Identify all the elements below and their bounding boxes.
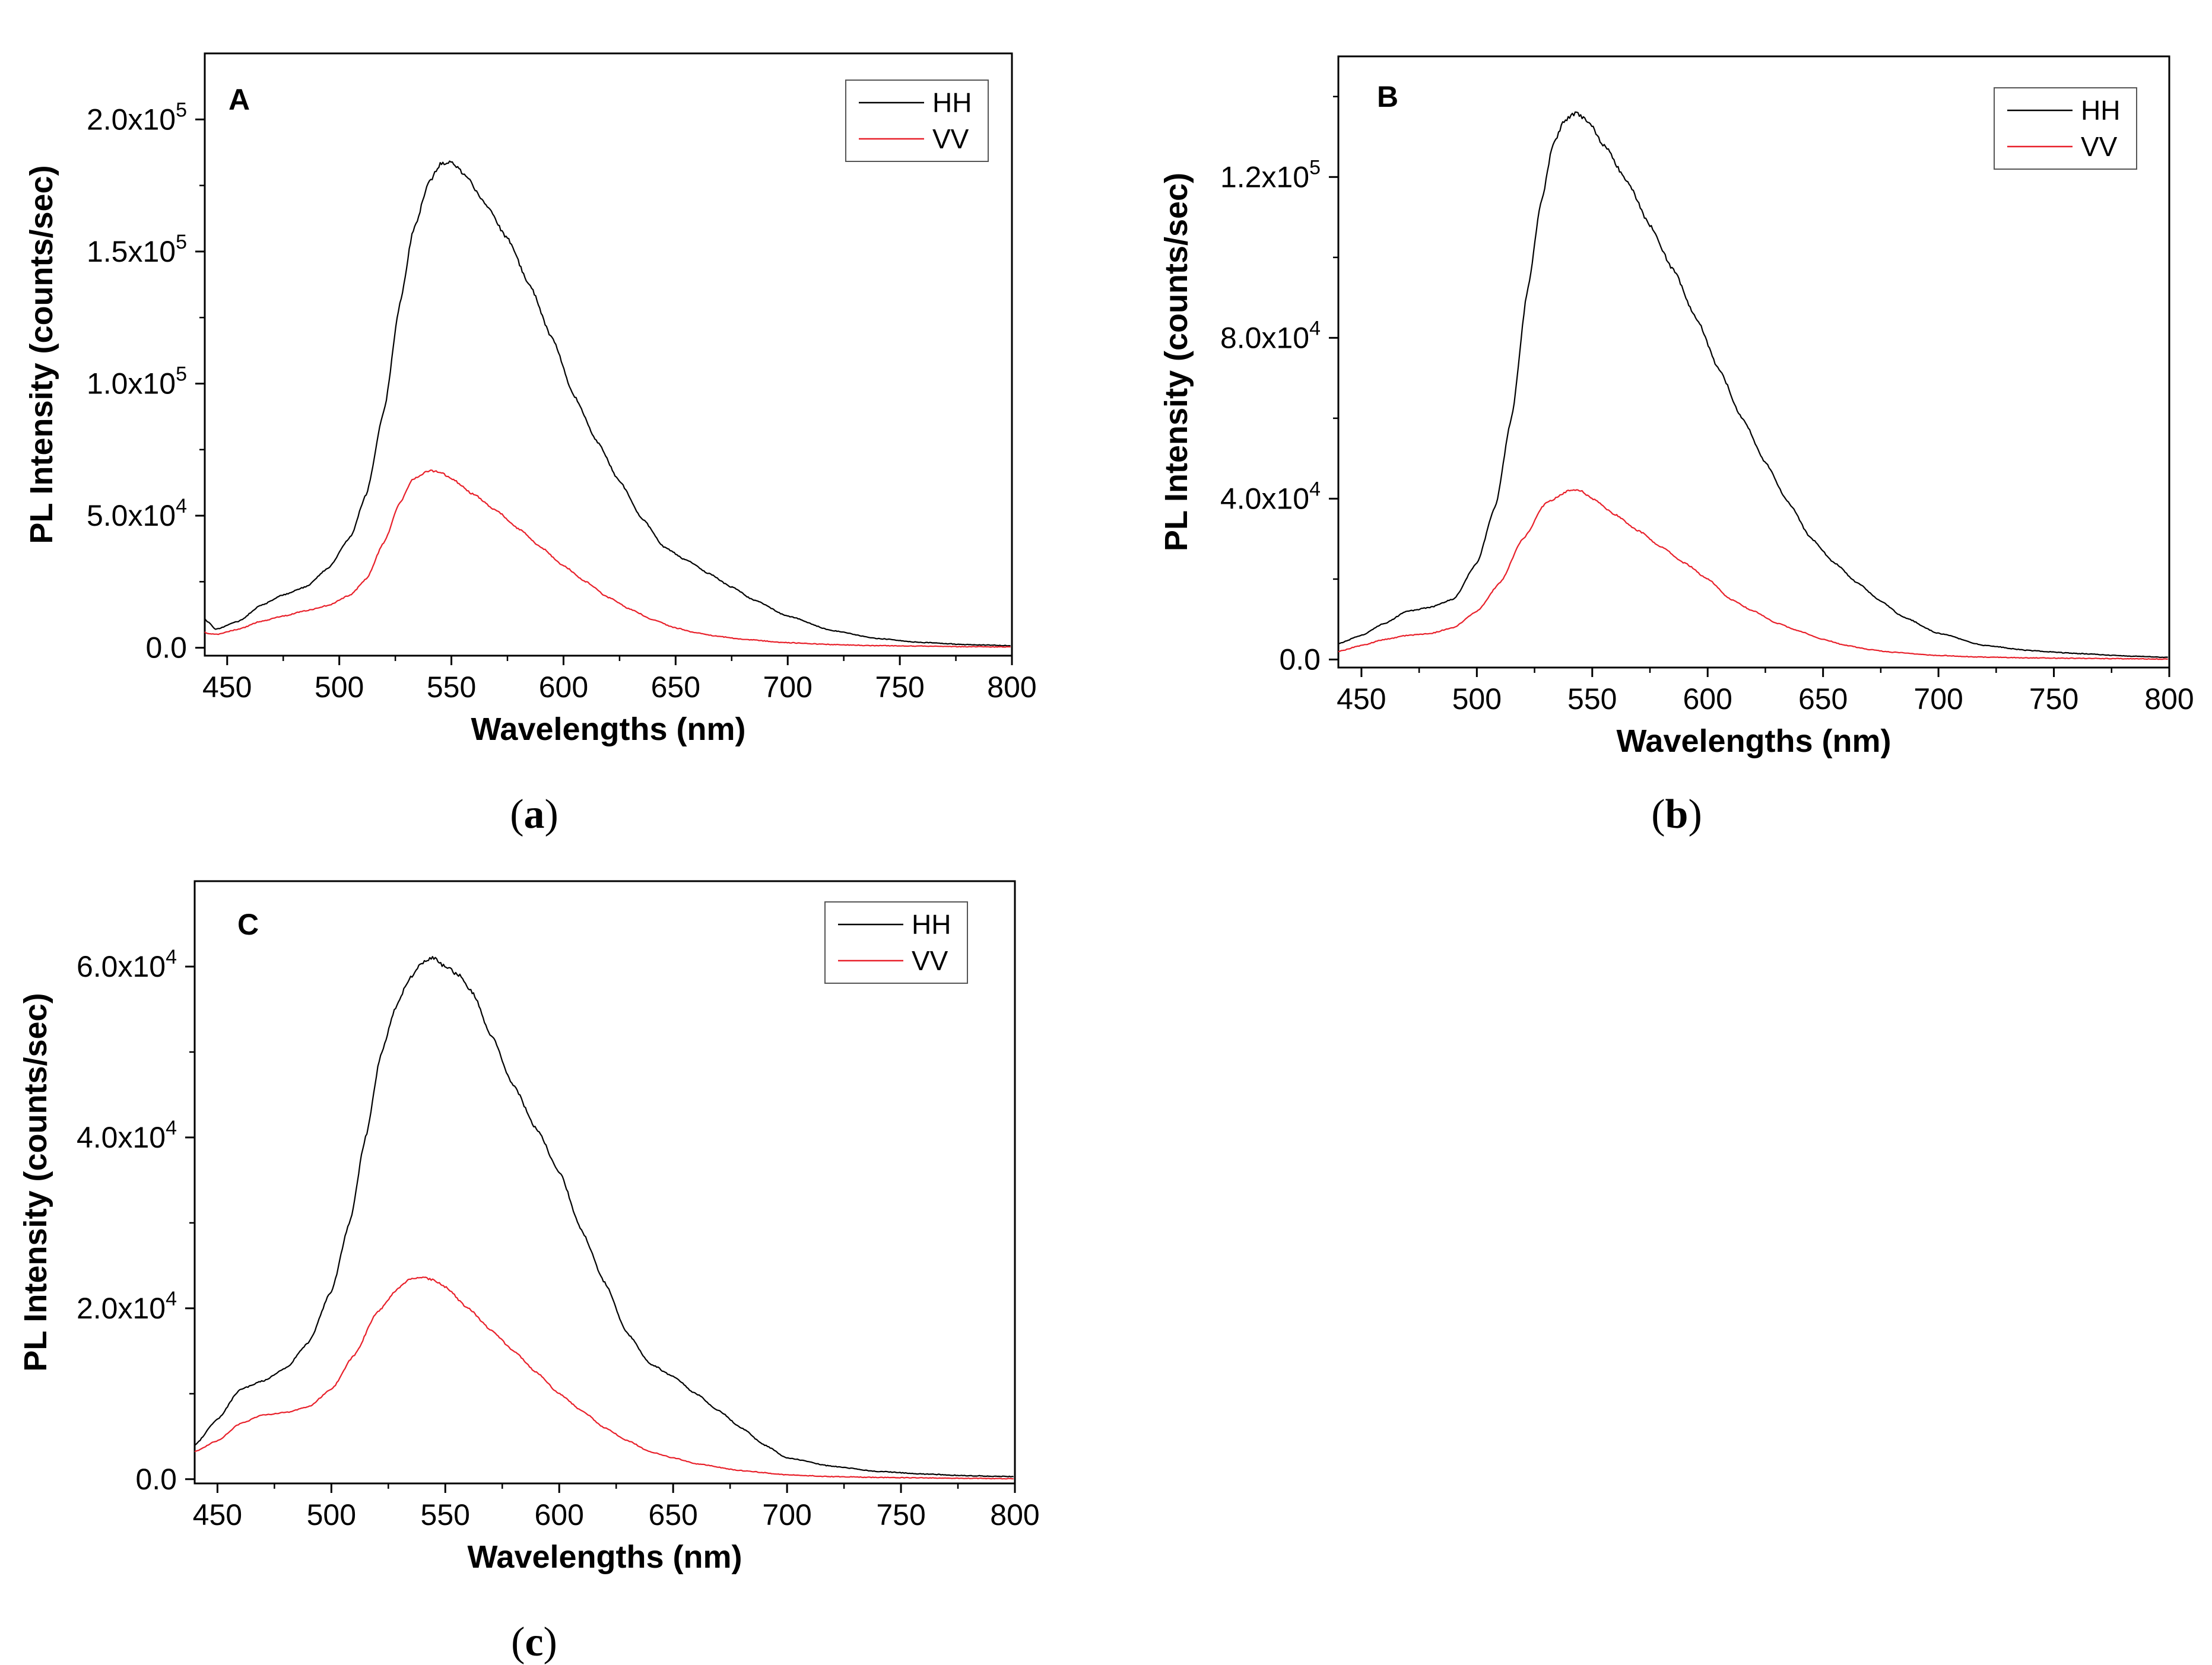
y-tick-label: 0.0 — [1279, 643, 1321, 676]
y-tick-label: 5.0x104 — [87, 495, 187, 532]
x-tick-label: 650 — [651, 671, 700, 704]
legend-label-hh: HH — [912, 909, 951, 940]
chart-panel-c: 450 500 550 600 650 700 750 800 0.0 2.0x104 4.0x10… — [18, 880, 1040, 1665]
y-tick-label: 2.0x105 — [87, 98, 187, 136]
x-tick-label: 450 — [202, 671, 252, 704]
series-line-vv — [1338, 489, 2168, 660]
legend: HH VV — [824, 901, 968, 984]
x-tick-label: 800 — [987, 671, 1036, 704]
x-tick-label: 750 — [875, 671, 924, 704]
panel-label: C — [237, 908, 259, 941]
x-axis-title: Wavelengths (nm) — [471, 711, 745, 747]
chart-panel-b: 450 500 550 600 650 700 750 800 0.0 4.0x104 8.0x10… — [1159, 55, 2194, 837]
legend: HH VV — [845, 80, 989, 162]
y-tick-label: 1.5x105 — [87, 231, 187, 268]
x-tick-label: 450 — [193, 1498, 242, 1531]
x-tick-label: 500 — [315, 671, 364, 704]
series-line-vv — [194, 1276, 1014, 1480]
x-tick-label: 450 — [1337, 682, 1386, 716]
y-tick-label: 1.0x105 — [87, 363, 187, 400]
panel-label: A — [229, 83, 250, 116]
y-tick-label: 4.0x104 — [1220, 478, 1321, 515]
x-tick-label: 600 — [539, 671, 588, 704]
legend-label-vv: VV — [912, 945, 948, 976]
x-tick-label: 700 — [1913, 682, 1963, 716]
y-tick-label: 1.2x105 — [1220, 156, 1321, 193]
y-axis-title: PL Intensity (counts/sec) — [24, 165, 59, 544]
x-tick-label: 800 — [2144, 682, 2194, 716]
x-tick-label: 650 — [648, 1498, 697, 1531]
legend-box — [1994, 87, 2137, 170]
series-line-vv — [204, 469, 1011, 648]
x-tick-label: 550 — [421, 1498, 470, 1531]
x-tick-label: 700 — [763, 671, 813, 704]
legend-label-vv: VV — [2081, 131, 2118, 162]
panel-label: B — [1377, 80, 1398, 113]
series-line-hh — [194, 956, 1014, 1477]
y-axis-title: PL Intensity (counts/sec) — [18, 993, 53, 1371]
x-tick-label: 600 — [1683, 682, 1732, 716]
legend-label-vv: VV — [932, 123, 969, 154]
y-tick-label: 4.0x104 — [77, 1117, 177, 1154]
x-tick-label: 700 — [762, 1498, 811, 1531]
y-tick-label: 8.0x104 — [1220, 317, 1321, 354]
legend-box — [845, 80, 989, 162]
x-tick-label: 550 — [427, 671, 476, 704]
chart-panel-a: 450 500 550 600 650 700 750 800 0.0 5.0x104 1.0x10… — [24, 52, 1037, 837]
y-tick-label: 0.0 — [135, 1463, 177, 1496]
panel-caption: (c) — [511, 1619, 557, 1665]
y-tick-label: 0.0 — [145, 631, 187, 665]
x-tick-label: 550 — [1567, 682, 1617, 716]
plot-frame — [1337, 55, 2170, 669]
plot-frame — [204, 52, 1013, 657]
plot-frame — [193, 880, 1016, 1485]
x-tick-label: 500 — [1452, 682, 1502, 716]
y-tick-label: 2.0x104 — [77, 1288, 177, 1325]
y-axis-title: PL Intensity (counts/sec) — [1159, 173, 1194, 551]
legend-box — [824, 901, 968, 984]
series-line-hh — [204, 160, 1011, 647]
legend-label-hh: HH — [2081, 95, 2120, 126]
x-axis-title: Wavelengths (nm) — [1616, 723, 1891, 759]
x-tick-label: 650 — [1798, 682, 1848, 716]
panel-caption: (b) — [1651, 792, 1702, 837]
x-tick-label: 500 — [307, 1498, 356, 1531]
legend: HH VV — [1994, 87, 2137, 170]
x-axis-title: Wavelengths (nm) — [467, 1539, 742, 1575]
legend-label-hh: HH — [932, 87, 972, 118]
x-tick-label: 800 — [990, 1498, 1039, 1531]
panel-caption: (a) — [510, 792, 558, 837]
x-tick-label: 750 — [2029, 682, 2078, 716]
series-line-hh — [1338, 111, 2168, 659]
x-tick-label: 600 — [535, 1498, 584, 1531]
x-tick-label: 750 — [876, 1498, 925, 1531]
y-tick-label: 6.0x104 — [77, 946, 177, 983]
